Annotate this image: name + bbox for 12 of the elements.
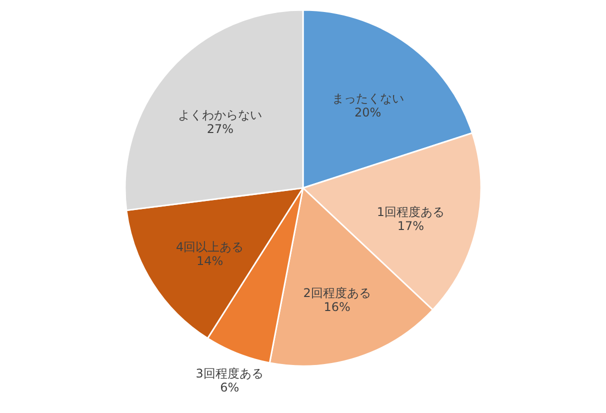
data-label: 17%	[397, 219, 424, 234]
slice-label: 4回以上ある	[176, 240, 244, 254]
data-label: 16%	[324, 300, 350, 314]
data-label: 6%	[220, 380, 240, 394]
slice-label: まったくない	[332, 92, 404, 106]
slice-label: 3回程度ある	[196, 366, 264, 380]
slice-label: 2回程度ある	[303, 286, 371, 300]
data-label: 14%	[196, 254, 224, 268]
data-label: 20%	[354, 106, 382, 120]
slice-label: よくわからない	[178, 108, 262, 122]
slice-label: 1回程度ある	[376, 205, 445, 220]
data-label: 27%	[206, 122, 234, 136]
